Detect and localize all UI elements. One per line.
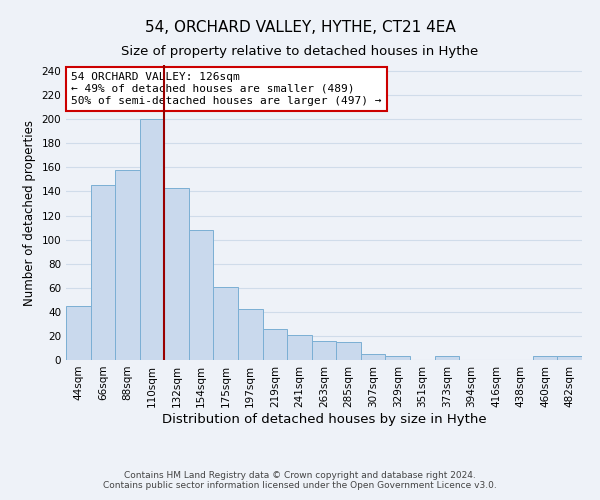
Bar (238, 310, 263, 360)
Bar (263, 328, 287, 360)
Text: Size of property relative to detached houses in Hythe: Size of property relative to detached ho… (121, 45, 479, 58)
Bar (164, 188, 189, 360)
Bar (140, 119, 164, 360)
Y-axis label: Number of detached properties: Number of detached properties (23, 120, 36, 306)
Bar (557, 356, 582, 360)
X-axis label: Distribution of detached houses by size in Hythe: Distribution of detached houses by size … (161, 412, 487, 426)
Bar (66, 306, 91, 360)
Bar (189, 230, 214, 360)
Bar (312, 340, 336, 360)
Bar (91, 186, 115, 360)
Bar (287, 334, 312, 360)
Bar (533, 356, 557, 360)
Text: Contains HM Land Registry data © Crown copyright and database right 2024.
Contai: Contains HM Land Registry data © Crown c… (103, 470, 497, 490)
Bar (214, 286, 238, 360)
Bar (115, 170, 140, 360)
Bar (434, 356, 459, 360)
Text: 54, ORCHARD VALLEY, HYTHE, CT21 4EA: 54, ORCHARD VALLEY, HYTHE, CT21 4EA (145, 20, 455, 35)
Bar (336, 342, 361, 360)
Bar (361, 354, 385, 360)
Text: 54 ORCHARD VALLEY: 126sqm
← 49% of detached houses are smaller (489)
50% of semi: 54 ORCHARD VALLEY: 126sqm ← 49% of detac… (71, 72, 382, 106)
Bar (385, 356, 410, 360)
